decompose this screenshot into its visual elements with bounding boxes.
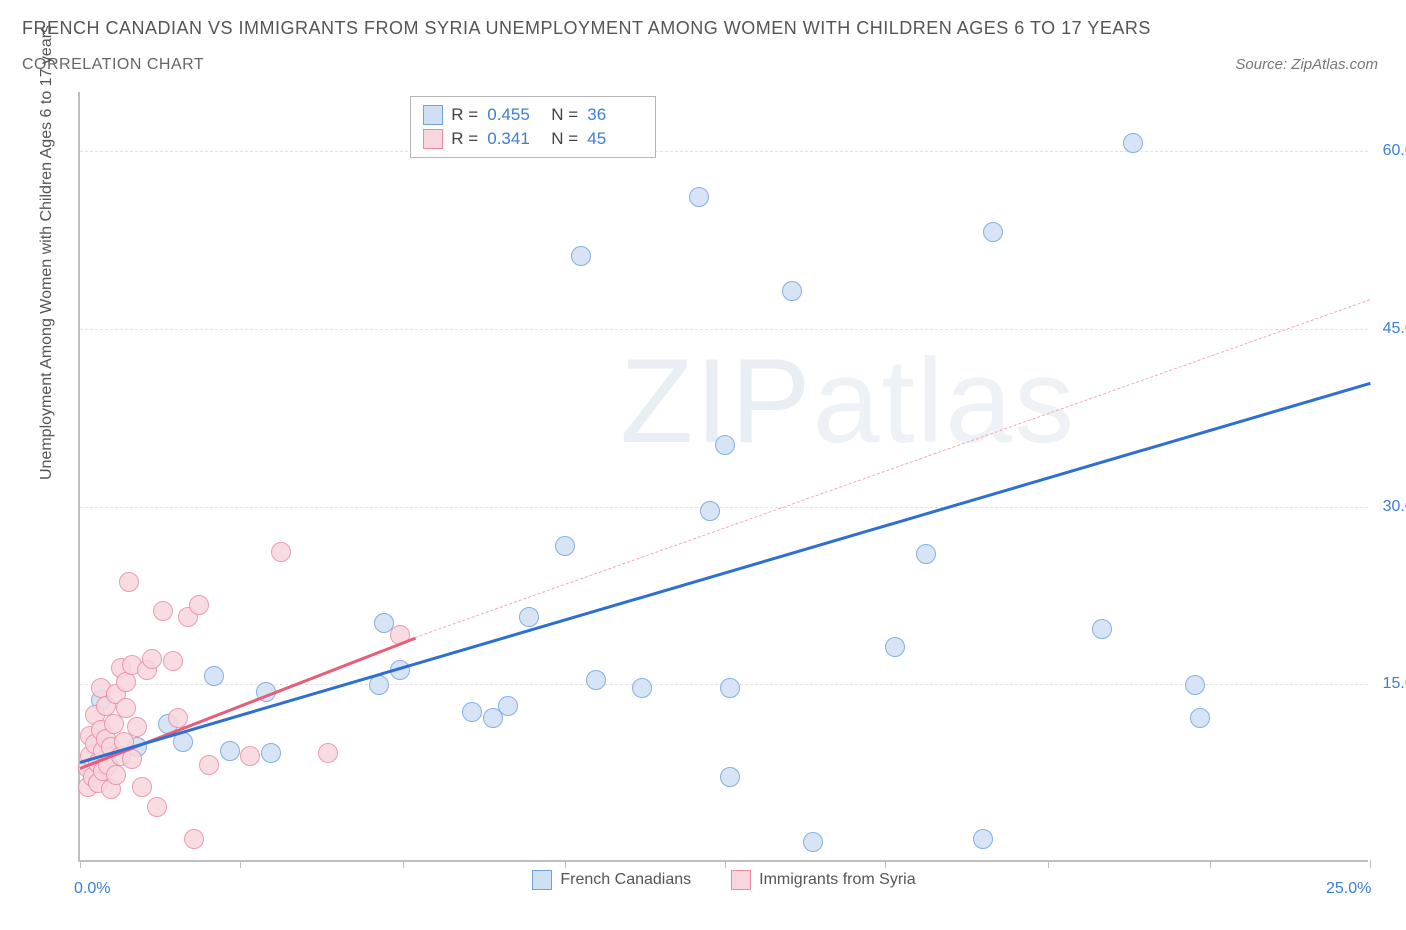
legend-item-immigrants-syria: Immigrants from Syria (731, 870, 915, 890)
n-value: 45 (587, 129, 643, 149)
data-point-immigrants-syria (199, 755, 219, 775)
stats-row-french-canadians: R = 0.455 N = 36 (423, 103, 643, 127)
n-label: N = (551, 105, 579, 125)
x-tick (1048, 860, 1049, 868)
source-name: ZipAtlas.com (1291, 56, 1378, 73)
trend-line (415, 299, 1370, 638)
data-point-french-canadians (700, 501, 720, 521)
x-tick (1210, 860, 1211, 868)
r-value: 0.341 (487, 129, 543, 149)
data-point-french-canadians (720, 767, 740, 787)
data-point-french-canadians (571, 246, 591, 266)
data-point-immigrants-syria (318, 743, 338, 763)
data-point-french-canadians (498, 696, 518, 716)
source-attribution: Source: ZipAtlas.com (1235, 56, 1378, 73)
data-point-immigrants-syria (132, 777, 152, 797)
source-label: Source: (1235, 56, 1287, 73)
x-tick (240, 860, 241, 868)
y-axis-title: Unemployment Among Women with Children A… (38, 25, 56, 480)
y-tick-label: 30.0% (1383, 498, 1406, 516)
stats-row-immigrants-syria: R = 0.341 N = 45 (423, 127, 643, 151)
series-legend: French Canadians Immigrants from Syria (80, 870, 1368, 890)
data-point-french-canadians (1185, 675, 1205, 695)
data-point-immigrants-syria (153, 601, 173, 621)
data-point-french-canadians (689, 187, 709, 207)
y-tick-label: 60.0% (1383, 142, 1406, 160)
legend-item-french-canadians: French Canadians (532, 870, 691, 890)
x-tick (80, 860, 81, 868)
legend-label: Immigrants from Syria (759, 871, 915, 889)
gridline (80, 329, 1368, 330)
data-point-french-canadians (715, 435, 735, 455)
data-point-french-canadians (983, 222, 1003, 242)
watermark-sub: atlas (813, 334, 1076, 468)
data-point-immigrants-syria (163, 651, 183, 671)
data-point-french-canadians (1092, 619, 1112, 639)
data-point-french-canadians (220, 741, 240, 761)
x-tick (725, 860, 726, 868)
data-point-french-canadians (803, 832, 823, 852)
r-label: R = (451, 129, 479, 149)
data-point-french-canadians (885, 637, 905, 657)
data-point-immigrants-syria (119, 572, 139, 592)
data-point-french-canadians (519, 607, 539, 627)
data-point-immigrants-syria (184, 829, 204, 849)
data-point-french-canadians (720, 678, 740, 698)
swatch-immigrants-syria (423, 129, 443, 149)
data-point-french-canadians (555, 536, 575, 556)
gridline (80, 507, 1368, 508)
x-tick (565, 860, 566, 868)
r-value: 0.455 (487, 105, 543, 125)
data-point-french-canadians (632, 678, 652, 698)
swatch-immigrants-syria (731, 870, 751, 890)
data-point-french-canadians (916, 544, 936, 564)
stats-legend: R = 0.455 N = 36 R = 0.341 N = 45 (410, 96, 656, 158)
data-point-french-canadians (462, 702, 482, 722)
gridline (80, 151, 1368, 152)
x-tick (1370, 860, 1371, 868)
chart-title: FRENCH CANADIAN VS IMMIGRANTS FROM SYRIA… (22, 18, 1151, 39)
swatch-french-canadians (532, 870, 552, 890)
r-label: R = (451, 105, 479, 125)
data-point-french-canadians (973, 829, 993, 849)
data-point-immigrants-syria (142, 649, 162, 669)
x-tick (885, 860, 886, 868)
plot-area: ZIPatlas 15.0%30.0%45.0%60.0%0.0%25.0%R … (78, 92, 1368, 862)
data-point-french-canadians (586, 670, 606, 690)
data-point-immigrants-syria (116, 672, 136, 692)
data-point-immigrants-syria (147, 797, 167, 817)
data-point-immigrants-syria (189, 595, 209, 615)
data-point-french-canadians (782, 281, 802, 301)
n-label: N = (551, 129, 579, 149)
data-point-immigrants-syria (106, 765, 126, 785)
y-tick-label: 15.0% (1383, 675, 1406, 693)
n-value: 36 (587, 105, 643, 125)
legend-label: French Canadians (560, 871, 691, 889)
data-point-immigrants-syria (127, 717, 147, 737)
data-point-french-canadians (261, 743, 281, 763)
x-tick (403, 860, 404, 868)
data-point-immigrants-syria (116, 698, 136, 718)
data-point-french-canadians (1123, 133, 1143, 153)
watermark: ZIPatlas (620, 332, 1076, 470)
data-point-immigrants-syria (271, 542, 291, 562)
y-tick-label: 45.0% (1383, 320, 1406, 338)
swatch-french-canadians (423, 105, 443, 125)
data-point-french-canadians (204, 666, 224, 686)
data-point-immigrants-syria (240, 746, 260, 766)
data-point-french-canadians (1190, 708, 1210, 728)
